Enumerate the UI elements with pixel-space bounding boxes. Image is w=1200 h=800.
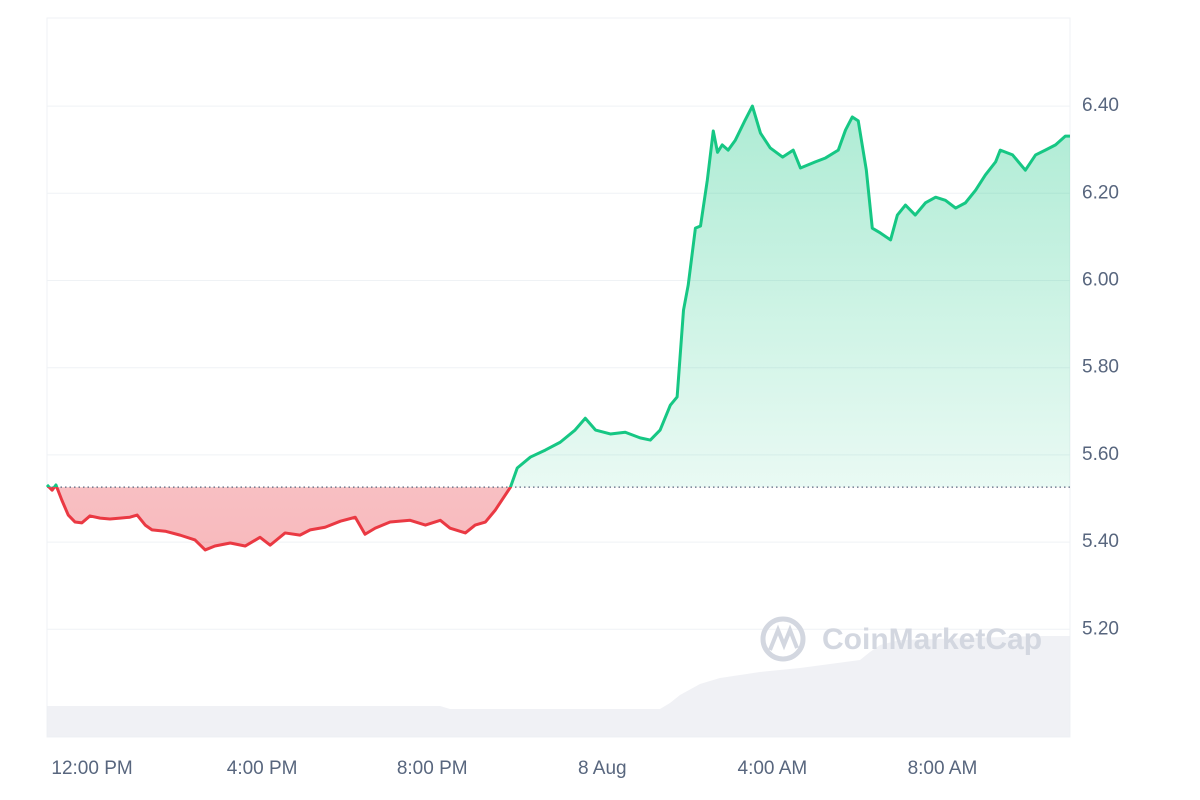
y-tick-label: 5.20 [1082, 618, 1119, 639]
watermark-text: CoinMarketCap [822, 623, 1042, 656]
y-tick-label: 6.20 [1082, 182, 1119, 203]
x-tick-label: 4:00 PM [227, 758, 298, 779]
price-line-up [45, 104, 1070, 488]
x-tick-label: 8:00 AM [908, 758, 978, 779]
x-tick-label: 12:00 PM [51, 758, 132, 779]
y-tick-label: 5.40 [1082, 531, 1119, 552]
y-tick-label: 5.80 [1082, 357, 1119, 378]
y-tick-label: 6.00 [1082, 270, 1119, 291]
y-tick-label: 6.40 [1082, 95, 1119, 116]
x-tick-label: 8 Aug [578, 758, 627, 779]
y-tick-label: 5.60 [1082, 444, 1119, 465]
x-tick-label: 8:00 PM [397, 758, 468, 779]
x-tick-label: 4:00 AM [738, 758, 808, 779]
area-up [47, 106, 1070, 488]
price-line-down [47, 487, 513, 552]
area-down [49, 487, 511, 550]
volume-background [47, 636, 1070, 737]
watermark: CoinMarketCap [760, 616, 1042, 662]
